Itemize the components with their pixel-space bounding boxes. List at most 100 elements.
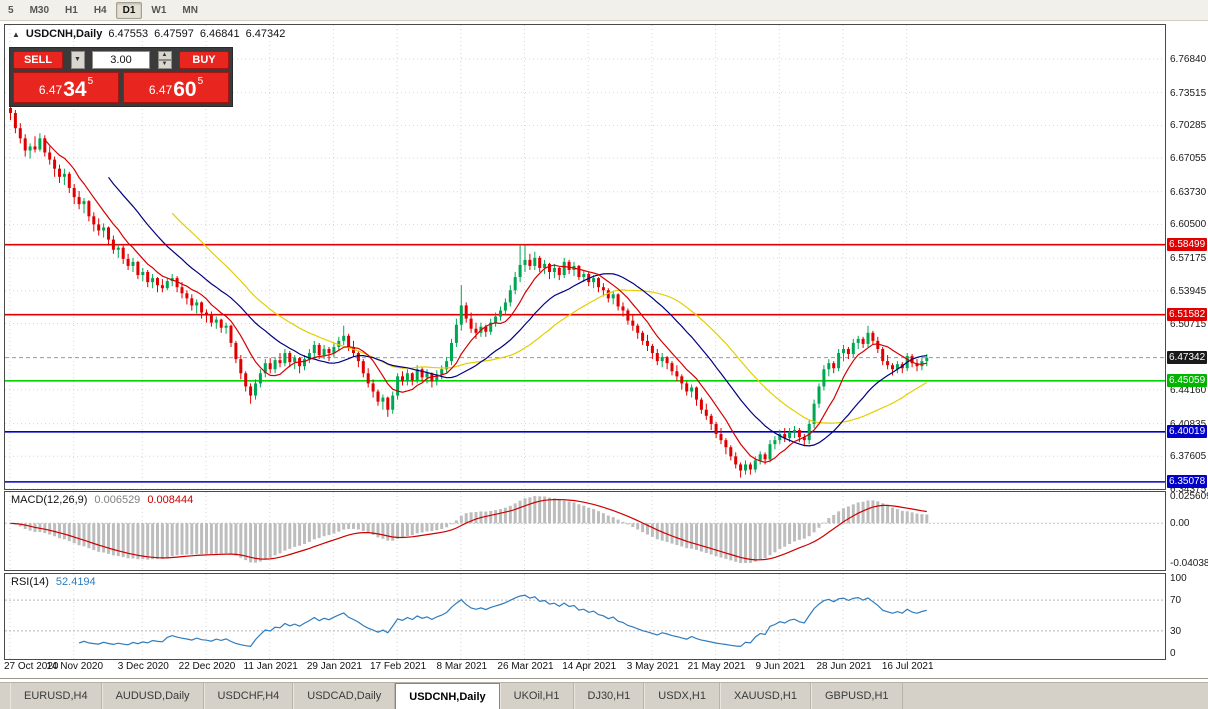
ohlc-close: 6.47342	[245, 28, 286, 40]
price-level-badge-6.40019: 6.40019	[1167, 424, 1208, 438]
ohlc-low: 6.46841	[199, 28, 240, 40]
timeframe-button-d1[interactable]: D1	[115, 1, 143, 19]
chart-tab-audusd-daily[interactable]: AUDUSD,Daily	[101, 683, 204, 709]
buy-button[interactable]: BUY	[179, 51, 229, 69]
one-click-trading-panel: SELL ▼ ▲ ▼ BUY 6.47 34 5 6.47 60 5	[9, 47, 233, 107]
timeframe-button-h1[interactable]: H1	[65, 4, 78, 16]
price-axis-tick: 6.67055	[1170, 153, 1207, 165]
price-axis-tick: 6.53945	[1170, 285, 1207, 297]
sell-button[interactable]: SELL	[13, 51, 63, 69]
rsi-axis-label: 0	[1170, 648, 1176, 659]
rsi-axis-label: 30	[1170, 625, 1182, 637]
price-axis-tick: 6.70285	[1170, 120, 1207, 132]
ma-line-21	[108, 176, 927, 447]
date-axis-label: 14 Nov 2020	[46, 661, 104, 672]
price-level-badge-6.51582: 6.51582	[1167, 307, 1208, 321]
chart-tab-xauusd-h1[interactable]: XAUUSD,H1	[719, 683, 811, 709]
macd-indicator-name: MACD(12,26,9)	[11, 494, 88, 506]
sell-price-prefix: 6.47	[38, 83, 63, 97]
date-axis-label: 28 Jun 2021	[816, 661, 872, 672]
date-axis-label: 11 Jan 2021	[243, 661, 298, 672]
chart-tab-usdchf-h4[interactable]: USDCHF,H4	[203, 683, 294, 709]
date-axis-label: 27 Oct 2020	[4, 661, 59, 672]
macd-axis-label: 0.00	[1170, 518, 1190, 530]
price-axis-tick: 6.63730	[1170, 186, 1207, 198]
date-axis-label: 14 Apr 2021	[562, 661, 617, 672]
macd-signal-line	[10, 498, 927, 561]
date-axis-label: 26 Mar 2021	[497, 661, 554, 672]
chart-tab-dj30-h1[interactable]: DJ30,H1	[573, 683, 645, 709]
timeframe-button-m30[interactable]: M30	[29, 4, 50, 16]
buy-price-display[interactable]: 6.47 60 5	[123, 72, 229, 103]
price-level-badge-6.45059: 6.45059	[1167, 373, 1208, 387]
chart-symbol-title: USDCNH,Daily	[25, 28, 103, 40]
chart-tab-gbpusd-h1[interactable]: GBPUSD,H1	[810, 683, 903, 709]
collapse-chart-icon[interactable]: ▲	[12, 29, 20, 39]
spinner-down-icon[interactable]: ▼	[157, 60, 172, 69]
price-level-badge-6.35078: 6.35078	[1167, 474, 1208, 488]
rsi-axis-label: 70	[1170, 595, 1182, 607]
volume-dropdown-icon[interactable]: ▼	[70, 51, 85, 69]
macd-panel[interactable]: MACD(12,26,9) 0.006529 0.008444	[4, 491, 1166, 571]
timeframe-button-mn[interactable]: MN	[182, 4, 198, 16]
macd-label: MACD(12,26,9) 0.006529 0.008444	[11, 494, 198, 506]
date-axis-label: 22 Dec 2020	[178, 661, 236, 672]
timeframe-button-5[interactable]: 5	[8, 4, 14, 16]
spinner-up-icon[interactable]: ▲	[157, 51, 172, 60]
price-chart-panel[interactable]: ▲ USDCNH,Daily 6.47553 6.47597 6.46841 6…	[4, 24, 1166, 490]
chart-tab-usdcad-daily[interactable]: USDCAD,Daily	[293, 683, 396, 709]
rsi-grid-layer	[5, 574, 1165, 659]
sell-price-display[interactable]: 6.47 34 5	[13, 72, 119, 103]
price-level-badge-6.58499: 6.58499	[1167, 237, 1208, 251]
chart-tab-eurusd-h4[interactable]: EURUSD,H4	[10, 683, 102, 709]
rsi-indicator-name: RSI(14)	[11, 576, 49, 588]
volume-spinner: ▲ ▼	[157, 51, 172, 69]
rsi-axis-label: 100	[1170, 573, 1187, 584]
date-axis-label: 29 Jan 2021	[306, 661, 362, 672]
sell-price-pip: 5	[87, 76, 94, 87]
chart-tab-ukoil-h1[interactable]: UKOil,H1	[499, 683, 574, 709]
moving-averages-layer	[44, 139, 928, 464]
rsi-label: RSI(14) 52.4194	[11, 576, 100, 588]
volume-input[interactable]	[92, 51, 150, 69]
date-axis-label: 8 Mar 2021	[436, 661, 488, 672]
timeframe-button-h4[interactable]: H4	[93, 4, 107, 16]
price-axis-tick: 6.73515	[1170, 87, 1207, 99]
timeframe-button-w1[interactable]: W1	[151, 4, 167, 16]
rsi-axis: 100 70 30 0	[1167, 573, 1208, 660]
buy-price-main: 60	[173, 78, 197, 101]
chart-tab-usdcnh-daily[interactable]: USDCNH,Daily	[395, 683, 500, 709]
macd-chart[interactable]	[5, 492, 1165, 570]
macd-axis: 0.025609 0.00 -0.04038	[1167, 491, 1208, 571]
price-axis-tick: 6.60500	[1170, 219, 1207, 231]
trade-controls-row: SELL ▼ ▲ ▼ BUY	[13, 51, 229, 69]
price-axis-tick: 6.40835	[1170, 419, 1206, 430]
ma-line-34	[171, 212, 928, 424]
date-axis: 27 Oct 2020 14 Nov 2020 3 Dec 2020 22 Dec 2…	[4, 661, 1166, 676]
chart-header: ▲ USDCNH,Daily 6.47553 6.47597 6.46841 6…	[12, 28, 285, 40]
macd-signal-value: 0.008444	[147, 494, 194, 506]
ohlc-high: 6.47597	[154, 28, 194, 40]
horizontal-levels-layer[interactable]	[5, 243, 1165, 483]
price-axis[interactable]: 6.76840 6.73515 6.70285 6.67055 6.63730 6.605…	[1167, 24, 1208, 676]
candles-layer	[9, 103, 929, 478]
date-axis-label: 17 Feb 2021	[370, 661, 427, 672]
chart-tabs-bar: EURUSD,H4 AUDUSD,Daily USDCHF,H4 USDCAD,Dai…	[0, 682, 1208, 709]
ohlc-open: 6.47553	[108, 28, 149, 40]
macd-main-value: 0.006529	[94, 494, 141, 506]
macd-histogram	[9, 496, 929, 564]
candlestick-chart[interactable]	[5, 25, 1165, 489]
price-axis-tick: 6.37605	[1170, 451, 1207, 463]
date-axis-label: 9 Jun 2021	[755, 661, 806, 672]
macd-axis-label: 0.025609	[1170, 491, 1208, 502]
rsi-panel[interactable]: RSI(14) 52.4194	[4, 573, 1166, 660]
grid-layer	[5, 25, 1165, 489]
chart-tab-usdx-h1[interactable]: USDX,H1	[644, 683, 720, 709]
price-axis-tick: 6.57175	[1170, 253, 1207, 265]
buy-price-pip: 5	[197, 76, 204, 87]
price-axis-tick: 6.76840	[1170, 53, 1207, 65]
date-axis-label: 3 Dec 2020	[117, 661, 169, 672]
date-axis-label: 16 Jul 2021	[881, 661, 934, 672]
rsi-chart[interactable]	[5, 574, 1165, 659]
